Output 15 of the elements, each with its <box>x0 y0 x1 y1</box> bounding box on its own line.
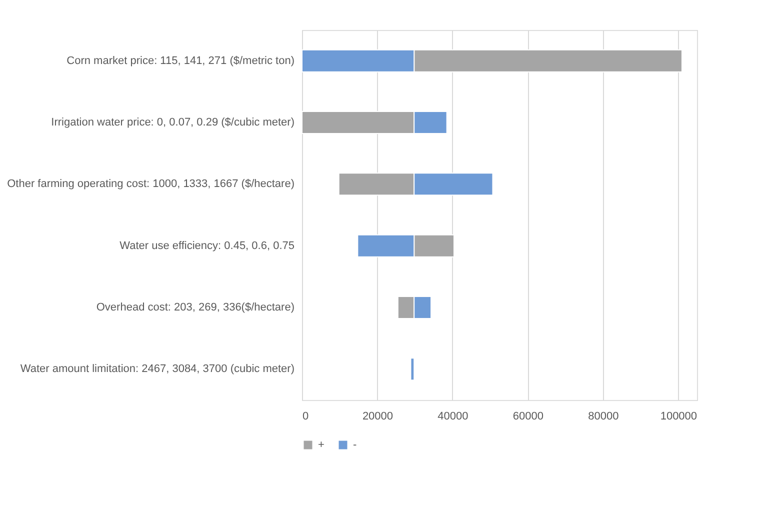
legend-label: - <box>353 439 357 451</box>
x-tick-label: 60000 <box>512 410 544 422</box>
x-tick-label: 40000 <box>438 410 468 422</box>
x-tick-label: 80000 <box>588 410 619 422</box>
y-tick-label: Water use efficiency: 0.45, 0.6, 0.75 <box>120 240 294 252</box>
x-tick-label: 0 <box>302 410 309 422</box>
y-tick-label: Water amount limitation: 2467, 3084, 3700 (cubic meter) <box>20 363 294 376</box>
x-tick-label: 100000 <box>660 410 698 422</box>
bar <box>410 358 415 381</box>
y-tick-label: Overhead cost: 203, 269, 336($/hectare) <box>96 302 294 314</box>
y-tick-label: Other farming operating cost: 1000, 1333, 1667 ($/hectare) <box>7 178 294 190</box>
legend-label: + <box>318 439 324 451</box>
y-tick-label: Irrigation water price: 0, 0.07, 0.29 ($/cubic meter) <box>51 116 294 128</box>
y-tick-label: Corn market price: 115, 141, 271 ($/metric ton) <box>66 54 294 67</box>
x-tick-label: 20000 <box>362 410 394 422</box>
